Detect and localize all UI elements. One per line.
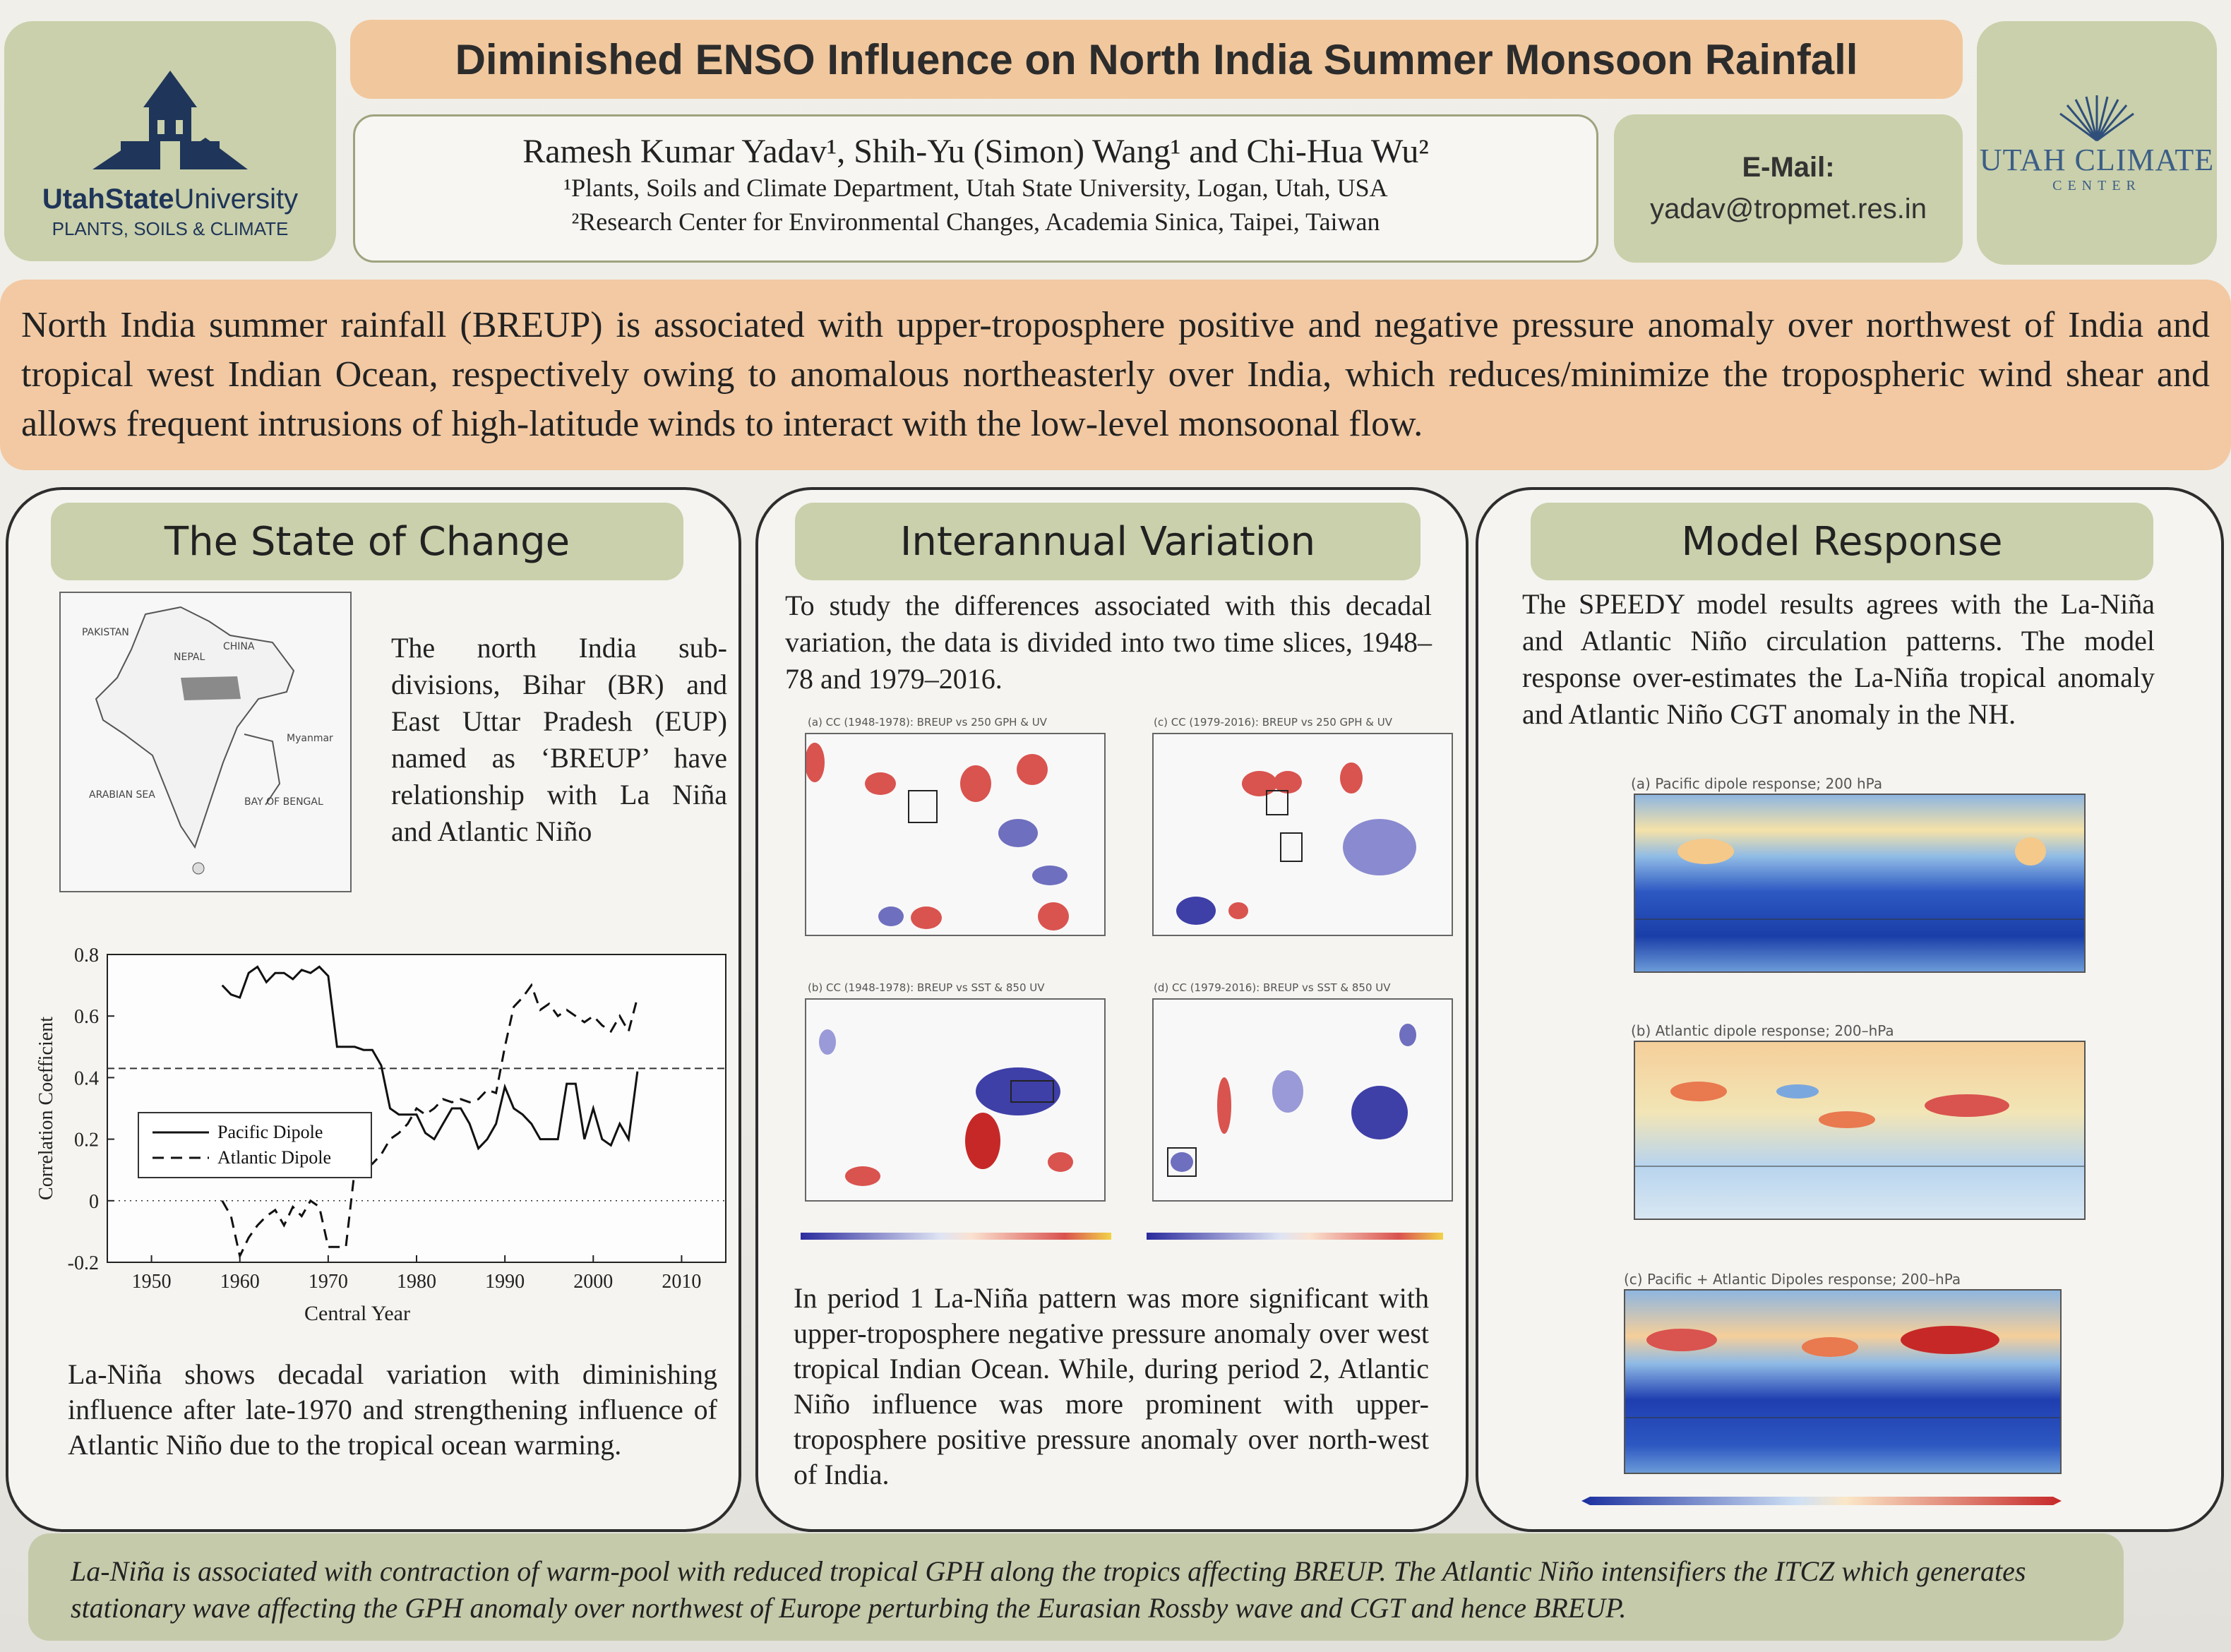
map-label-myanmar: Myanmar (287, 733, 333, 744)
ucc-name: UTAH CLIMATE (1979, 142, 2215, 177)
model-colorbar (1581, 1497, 2062, 1505)
map-c-caption: (c) CC (1979-2016): BREUP vs 250 GPH & U… (1154, 716, 1392, 729)
model-map-b (1634, 1041, 2086, 1220)
chart-legend: Pacific Dipole Atlantic Dipole (138, 1112, 372, 1178)
affiliation-2: ²Research Center for Environmental Chang… (571, 208, 1380, 236)
panel2-text: To study the differences associated with… (785, 589, 1432, 695)
author-names: Ramesh Kumar Yadav¹, Shih-Yu (Simon) Wan… (522, 133, 1429, 170)
model-map-a-caption: (a) Pacific dipole response; 200 hPa (1631, 775, 1883, 792)
affiliation-1: ¹Plants, Soils and Climate Department, U… (563, 174, 1388, 202)
y-tick-label: 0.6 (74, 1006, 99, 1028)
x-tick-label: 1950 (132, 1271, 172, 1293)
x-tick-label: 1990 (485, 1271, 525, 1293)
usu-name: UtahStateUniversity (42, 184, 299, 215)
model-map-a (1634, 794, 2086, 973)
chart-xlabel: Central Year (304, 1302, 410, 1325)
chart-plot-area (107, 954, 726, 1263)
map-label-nepal: NEPAL (174, 652, 205, 663)
email-box: E-Mail: yadav@tropmet.res.in (1614, 114, 1963, 263)
series-line-pacific-dipole (221, 965, 639, 1151)
series-line-atlantic-dipole (221, 983, 639, 1259)
y-tick-label: 0.8 (74, 945, 99, 966)
poster-title: Diminished ENSO Influence on North India… (350, 20, 1963, 99)
panel1-caption: La-Niña shows decadal variation with dim… (68, 1358, 717, 1461)
map-a (805, 733, 1106, 936)
model-map-c (1624, 1289, 2062, 1474)
chart-ylabel: Correlation Coefficient (35, 1017, 57, 1200)
y-tick-label: 0.2 (74, 1130, 99, 1151)
panel2-text2: In period 1 La-Niña pattern was more sig… (794, 1282, 1429, 1490)
map-label-china: CHINA (223, 641, 255, 652)
map-b (805, 998, 1106, 1202)
y-tick-label: 0.4 (74, 1067, 99, 1089)
map-label-arabian-sea: ARABIAN SEA (89, 789, 155, 801)
old-main-tower-icon (92, 71, 248, 169)
sunrise-icon (2059, 95, 2134, 141)
map-label-pakistan: PAKISTAN (82, 627, 129, 638)
panel1-text: The north India sub-divisions, Bihar (BR… (391, 632, 727, 847)
panel2-title: Interannual Variation (795, 503, 1420, 580)
x-tick-label: 2010 (662, 1271, 701, 1293)
y-tick-label: 0 (89, 1191, 99, 1213)
authors-box: Ramesh Kumar Yadav¹, Shih-Yu (Simon) Wan… (353, 114, 1598, 263)
map-d (1152, 998, 1453, 1202)
x-tick-label: 1960 (220, 1271, 260, 1293)
conclusion-banner: La-Niña is associated with contraction o… (28, 1533, 2124, 1641)
email-label: E-Mail: (1742, 152, 1835, 183)
map-a-caption: (a) CC (1948-1978): BREUP vs 250 GPH & U… (808, 716, 1047, 729)
email-address[interactable]: yadav@tropmet.res.in (1650, 193, 1927, 225)
legend-pacific: Pacific Dipole (217, 1122, 323, 1142)
colorbar-1 (801, 1233, 1111, 1240)
model-map-c-caption: (c) Pacific + Atlantic Dipoles response;… (1624, 1271, 1961, 1288)
panel3-title: Model Response (1531, 503, 2153, 580)
colorbar-2 (1147, 1233, 1443, 1240)
x-tick-label: 1980 (397, 1271, 436, 1293)
correlation-chart: 1950 1960 1970 1980 1990 2000 2010 -0.2 0 0.2 0.4 0… (35, 945, 726, 1325)
x-tick-label: 1970 (309, 1271, 348, 1293)
summary-banner: North India summer rainfall (BREUP) is a… (0, 280, 2231, 470)
legend-atlantic: Atlantic Dipole (217, 1147, 331, 1168)
breup-region (181, 676, 241, 700)
utah-climate-center-logo: UTAH CLIMATE CENTER (1977, 21, 2217, 265)
map-label-bay: BAY OF BENGAL (244, 796, 323, 808)
correlation-maps: (a) CC (1948-1978): BREUP vs 250 GPH & U… (772, 716, 1453, 1252)
model-map-b-caption: (b) Atlantic dipole response; 200–hPa (1631, 1022, 1894, 1039)
panel3-text: The SPEEDY model results agrees with the… (1522, 588, 2155, 730)
y-tick-label: -0.2 (68, 1252, 99, 1274)
india-map: CHINA PAKISTAN NEPAL Myanmar ARABIAN SEA… (59, 592, 352, 892)
map-b-caption: (b) CC (1948-1978): BREUP vs SST & 850 U… (808, 981, 1045, 994)
map-c (1152, 733, 1453, 936)
x-tick-label: 2000 (573, 1271, 613, 1293)
map-d-caption: (d) CC (1979-2016): BREUP vs SST & 850 U… (1154, 981, 1391, 994)
usu-dept: PLANTS, SOILS & CLIMATE (52, 218, 289, 239)
panel1-title: The State of Change (51, 503, 683, 580)
usu-logo: UtahStateUniversity PLANTS, SOILS & CLIM… (4, 21, 336, 261)
ucc-sub: CENTER (2052, 177, 2141, 193)
